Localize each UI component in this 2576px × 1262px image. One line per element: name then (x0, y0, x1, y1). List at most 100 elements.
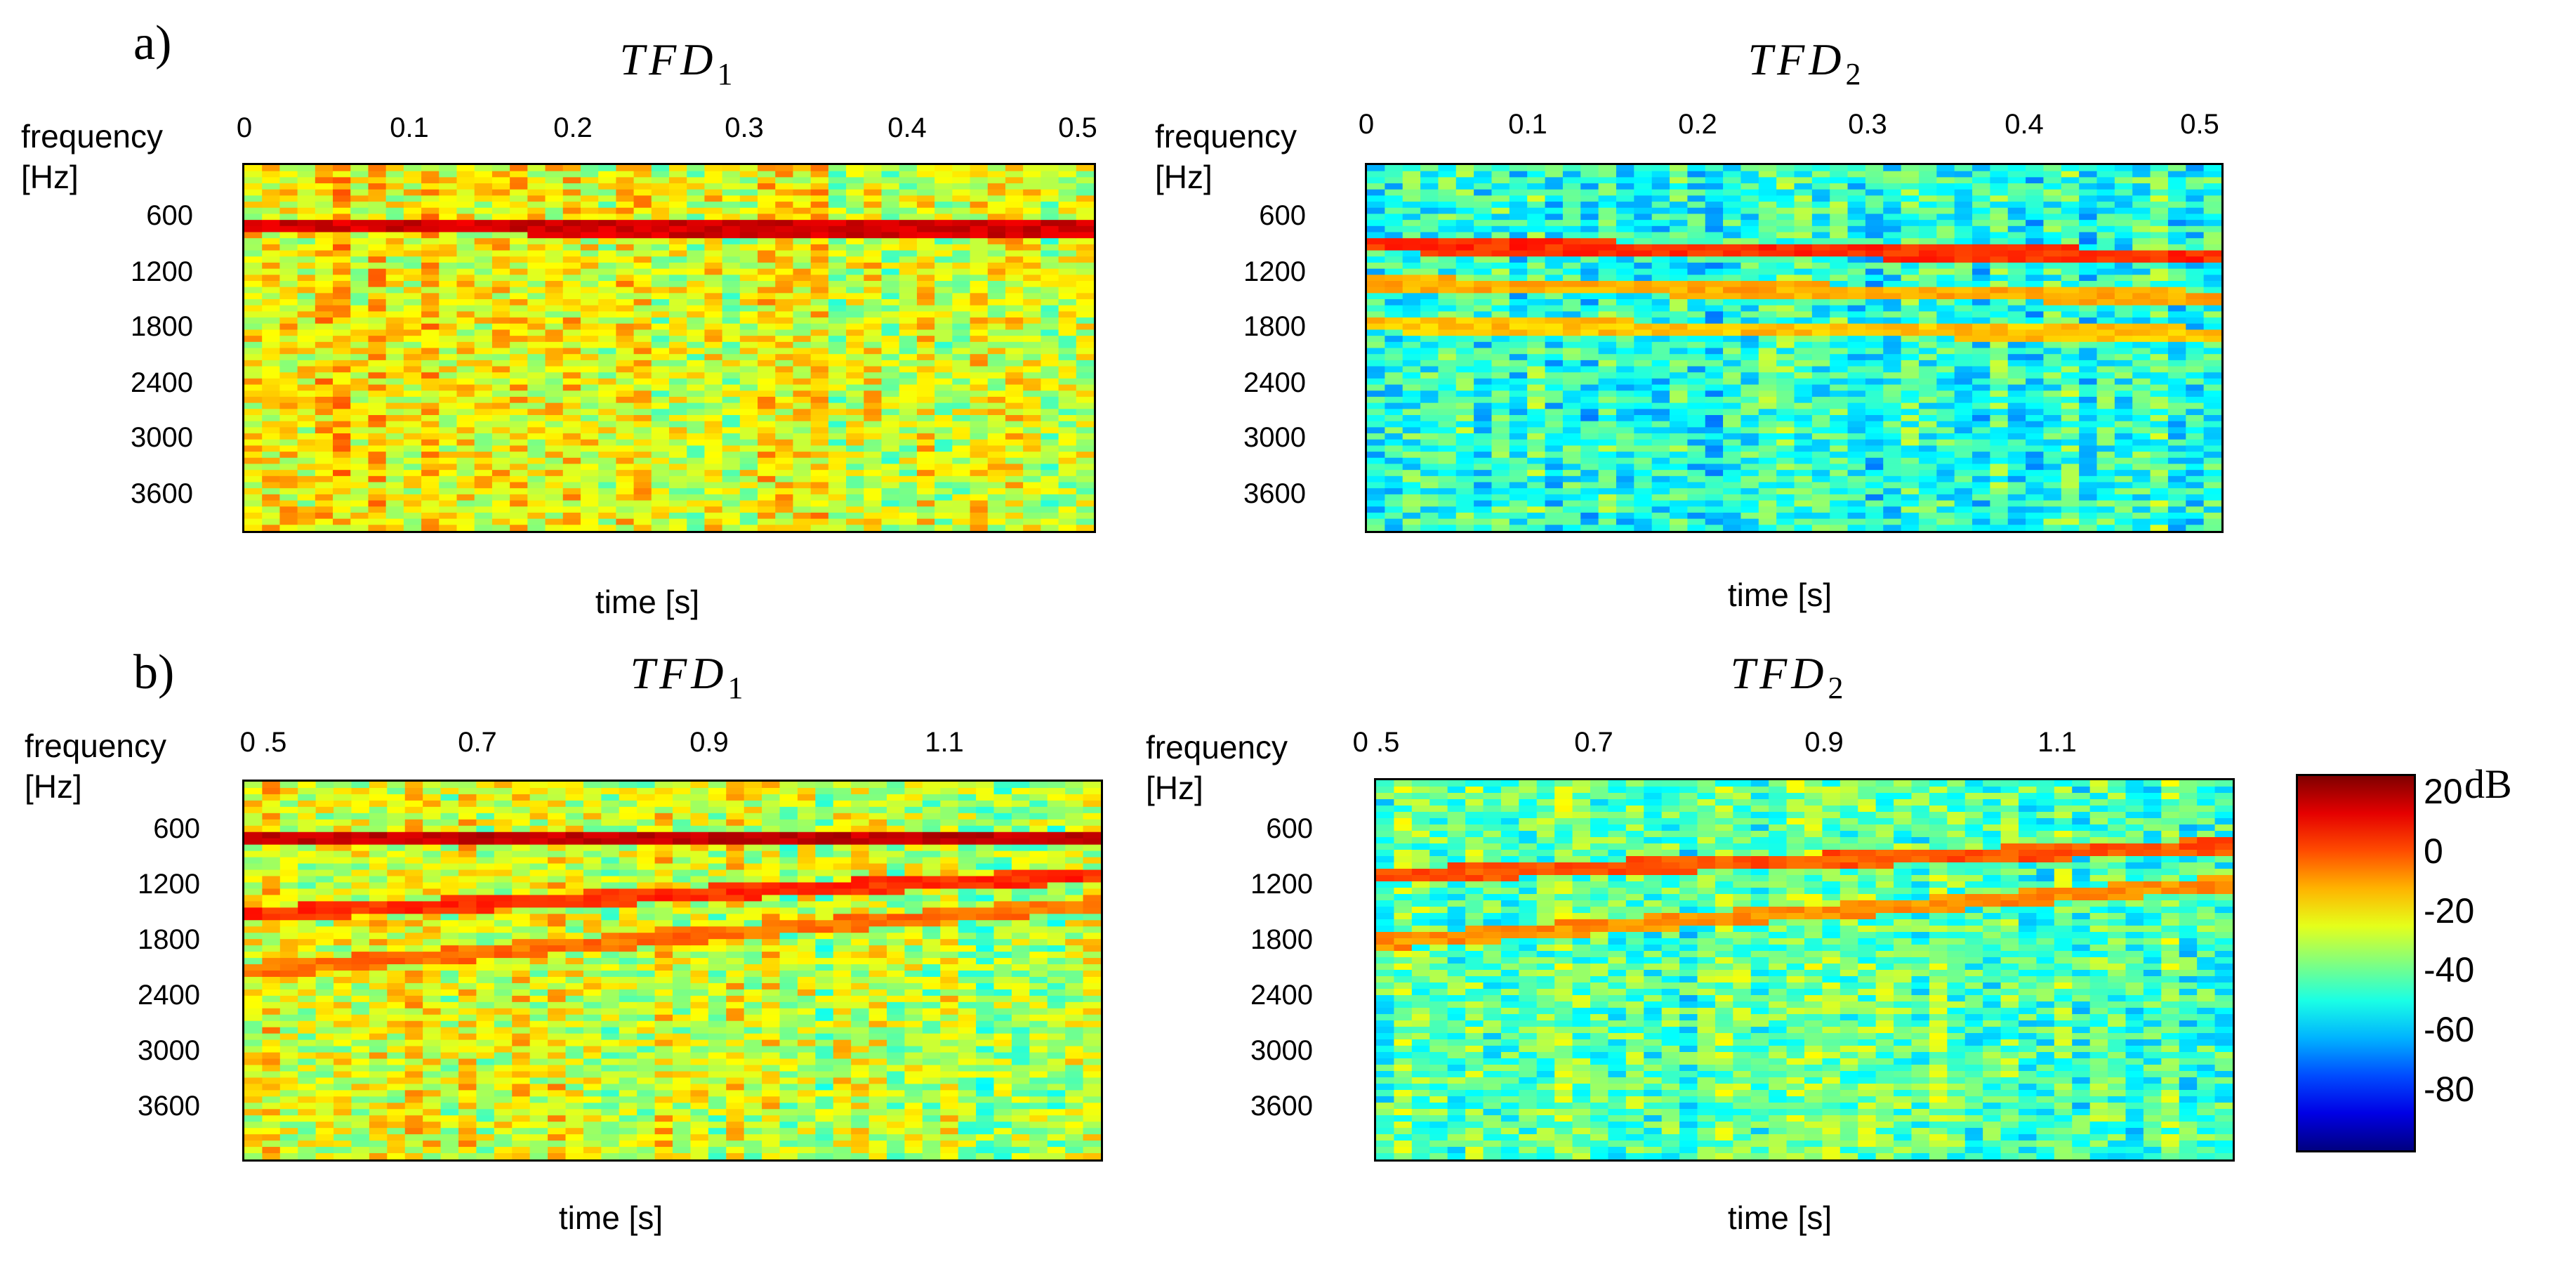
heatmap-cell (1723, 409, 1742, 416)
heatmap-cell (510, 323, 528, 331)
heatmap-cell (456, 287, 475, 294)
heatmap-cell (1562, 317, 1581, 324)
heatmap-cell (297, 518, 316, 525)
heatmap-cell (1651, 238, 1670, 245)
heatmap-cell (1023, 470, 1041, 477)
heatmap-cell (244, 275, 263, 282)
heatmap-cell (350, 287, 369, 294)
heatmap-cell (1830, 433, 1849, 440)
heatmap-cell (580, 402, 599, 409)
heatmap-cell (758, 402, 776, 409)
heatmap-cell (1883, 220, 1902, 227)
heatmap-cell (1830, 415, 1849, 422)
heatmap-cell (970, 207, 989, 215)
heatmap-cell (421, 220, 440, 227)
heatmap-cell (846, 165, 864, 172)
heatmap-cell (1527, 244, 1546, 251)
heatmap-cell (1776, 299, 1795, 306)
heatmap-cell (1758, 311, 1777, 318)
heatmap-cell (1509, 268, 1528, 275)
heatmap-cell (1491, 506, 1510, 513)
heatmap-cell (598, 354, 616, 361)
heatmap-cell (1455, 433, 1474, 440)
heatmap-cell (350, 171, 369, 178)
heatmap-cell (1901, 244, 1920, 251)
heatmap-cell (651, 433, 670, 440)
heatmap-cell (722, 280, 741, 288)
heatmap-cell (491, 488, 510, 495)
heatmap-cell (1385, 482, 1403, 489)
heatmap-cell (368, 421, 387, 428)
heatmap-cell (899, 390, 918, 397)
heatmap-cell (510, 256, 528, 263)
heatmap-cell (810, 512, 829, 520)
heatmap-cell (562, 360, 581, 367)
heatmap-cell (722, 457, 741, 465)
heatmap-cell (970, 348, 989, 355)
heatmap-cell (350, 457, 369, 465)
heatmap-cell (651, 445, 670, 452)
heatmap-cell (1670, 366, 1688, 373)
heatmap-cell (793, 488, 812, 495)
heatmap-cell (687, 409, 706, 416)
heatmap-cell (1580, 360, 1599, 367)
heatmap-cell (704, 500, 723, 507)
heatmap-cell (262, 366, 281, 373)
heatmap-cell (545, 390, 564, 397)
heatmap-cell (1598, 232, 1617, 239)
heatmap-cell (651, 488, 670, 495)
heatmap-cell (1545, 256, 1564, 263)
heatmap-cell (881, 171, 900, 178)
heatmap-cell (1509, 372, 1528, 379)
heatmap-cell (297, 341, 316, 349)
heatmap-cell (1491, 238, 1510, 245)
heatmap-cell (704, 293, 723, 300)
heatmap-cell (1385, 488, 1403, 495)
heatmap-cell (598, 378, 616, 386)
heatmap-cell (970, 189, 989, 197)
heatmap-cell (1972, 213, 1990, 221)
heatmap-cell (1491, 433, 1510, 440)
heatmap-cell (262, 482, 281, 489)
heatmap-cell (598, 323, 616, 331)
a1-ytick: 1800 (131, 311, 193, 342)
heatmap-cell (368, 464, 387, 471)
heatmap-cell (385, 232, 404, 239)
heatmap-cell (1741, 171, 1759, 178)
heatmap-cell (739, 518, 758, 525)
heatmap-cell (1830, 256, 1849, 263)
heatmap-cell (474, 299, 493, 306)
heatmap-cell (1687, 457, 1706, 465)
heatmap-cell (970, 225, 989, 233)
heatmap-cell (1527, 384, 1546, 391)
heatmap-cell (1758, 287, 1777, 294)
heatmap-cell (1005, 470, 1024, 477)
heatmap-cell (1545, 390, 1564, 397)
heatmap-cell (633, 336, 652, 343)
heatmap-cell (1367, 280, 1385, 288)
heatmap-cell (1758, 482, 1777, 489)
heatmap-cell (385, 256, 404, 263)
heatmap-cell (1705, 323, 1724, 331)
heatmap-cell (1545, 244, 1564, 251)
heatmap-cell (244, 366, 263, 373)
heatmap-cell (970, 445, 989, 452)
heatmap-cell (1741, 336, 1759, 343)
heatmap-cell (687, 311, 706, 318)
heatmap-cell (864, 287, 883, 294)
heatmap-cell (1474, 348, 1493, 355)
heatmap-cell (1023, 341, 1041, 349)
heatmap-cell (421, 402, 440, 409)
heatmap-cell (439, 390, 458, 397)
heatmap-cell (262, 439, 281, 447)
heatmap-cell (262, 464, 281, 471)
heatmap-cell (1918, 202, 1937, 209)
heatmap-cell (1058, 244, 1077, 251)
heatmap-cell (1385, 220, 1403, 227)
heatmap-cell (1058, 372, 1077, 379)
heatmap-cell (1474, 372, 1493, 379)
heatmap-cell (1420, 439, 1439, 447)
heatmap-cell (1811, 470, 1830, 477)
heatmap-cell (262, 305, 281, 312)
heatmap-cell (439, 409, 458, 416)
